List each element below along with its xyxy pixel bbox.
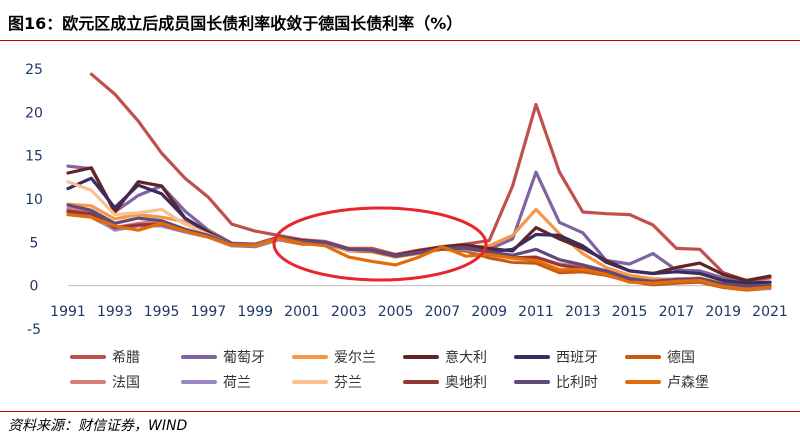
legend-label: 德国 — [667, 350, 695, 366]
x-tick-label: 2013 — [565, 304, 601, 320]
legend-label: 荷兰 — [223, 375, 251, 391]
x-tick-label: 2007 — [425, 304, 461, 320]
legend-label: 爱尔兰 — [334, 350, 376, 366]
x-tick-label: 1993 — [97, 304, 133, 320]
legend-label: 奥地利 — [445, 374, 487, 391]
legend-label: 芬兰 — [334, 375, 362, 391]
legend-label: 比利时 — [556, 375, 598, 391]
legend-label: 希腊 — [112, 350, 140, 366]
source-note: 资料来源：财信证券，WIND — [8, 418, 188, 434]
x-axis: 1991 1993 1995 1997 1999 2001 2003 2005 2007 2009… — [50, 285, 788, 320]
series-line — [66, 213, 772, 291]
y-tick-label: 25 — [25, 62, 43, 78]
x-tick-label: 2003 — [331, 304, 367, 320]
series-layer — [66, 72, 772, 292]
y-tick-label: 10 — [25, 192, 43, 208]
x-tick-label: 1991 — [50, 304, 86, 320]
x-tick-label: 2001 — [284, 304, 320, 320]
x-tick-label: 1999 — [237, 304, 273, 320]
convergence-highlight-ellipse — [272, 206, 488, 282]
legend-label: 意大利 — [445, 349, 487, 366]
y-axis: 25 20 15 10 5 0 -5 — [25, 62, 43, 338]
x-tick-label: 1995 — [144, 304, 180, 320]
y-tick-label: -5 — [27, 322, 41, 338]
source-divider — [0, 411, 800, 412]
x-tick-label: 2005 — [378, 304, 414, 320]
series-line — [66, 203, 772, 289]
x-tick-label: 2011 — [518, 304, 554, 320]
y-tick-label: 15 — [25, 149, 43, 165]
x-tick-label: 2021 — [752, 304, 788, 320]
legend-label: 葡萄牙 — [223, 350, 265, 366]
legend-label: 西班牙 — [556, 350, 598, 366]
legend-label: 法国 — [112, 375, 140, 391]
y-tick-label: 0 — [30, 279, 39, 295]
chart-title: 图16：欧元区成立后成员国长债利率收敛于德国长债利率（%） — [8, 14, 463, 33]
y-tick-label: 20 — [25, 105, 43, 121]
x-tick-label: 2015 — [612, 304, 648, 320]
y-tick-label: 5 — [30, 235, 39, 251]
legend-label: 卢森堡 — [667, 375, 709, 391]
series-line — [66, 176, 772, 285]
x-tick-label: 2017 — [659, 304, 695, 320]
title-divider — [0, 40, 800, 41]
x-tick-label: 1997 — [191, 304, 227, 320]
x-tick-label: 2009 — [471, 304, 507, 320]
x-tick-label: 2019 — [705, 304, 741, 320]
